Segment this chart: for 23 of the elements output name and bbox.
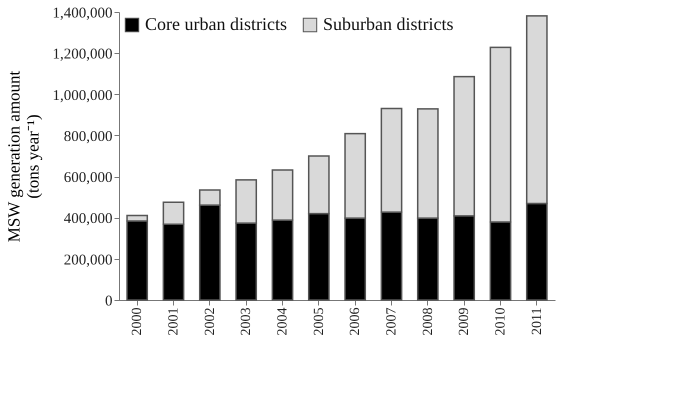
x-tick-label: 2011 bbox=[530, 308, 545, 335]
y-tick-label: 600,000 bbox=[64, 170, 112, 186]
x-tick-label: 2010 bbox=[494, 308, 508, 336]
x-tick-label: 2006 bbox=[348, 308, 364, 336]
x-tick-label: 2002 bbox=[202, 308, 218, 336]
y-tick-label: 1,200,000 bbox=[52, 46, 112, 63]
y-tick-label: 200,000 bbox=[64, 252, 112, 268]
x-tick-label: 2005 bbox=[312, 308, 327, 336]
legend-label: Core urban districts bbox=[145, 14, 287, 34]
y-tick-label: 1,000,000 bbox=[52, 88, 112, 104]
x-tick-label: 2003 bbox=[239, 308, 254, 336]
y-tick-label: 400,000 bbox=[64, 211, 112, 228]
y-axis-title: MSW generation amount (tons year⁻¹) bbox=[4, 70, 42, 242]
x-tick-label: 2007 bbox=[384, 308, 400, 336]
y-tick-label: 800,000 bbox=[64, 128, 112, 145]
x-tick-label: 2009 bbox=[457, 308, 472, 336]
x-tick-label: 2008 bbox=[420, 308, 436, 336]
y-tick-label: 1,400,000 bbox=[52, 6, 112, 22]
x-tick-label: 2004 bbox=[276, 308, 290, 336]
y-tick-label: 0 bbox=[105, 294, 112, 310]
legend-label: Suburban districts bbox=[323, 14, 454, 34]
x-tick-label: 2000 bbox=[130, 308, 146, 336]
x-tick-label: 2001 bbox=[166, 308, 182, 336]
